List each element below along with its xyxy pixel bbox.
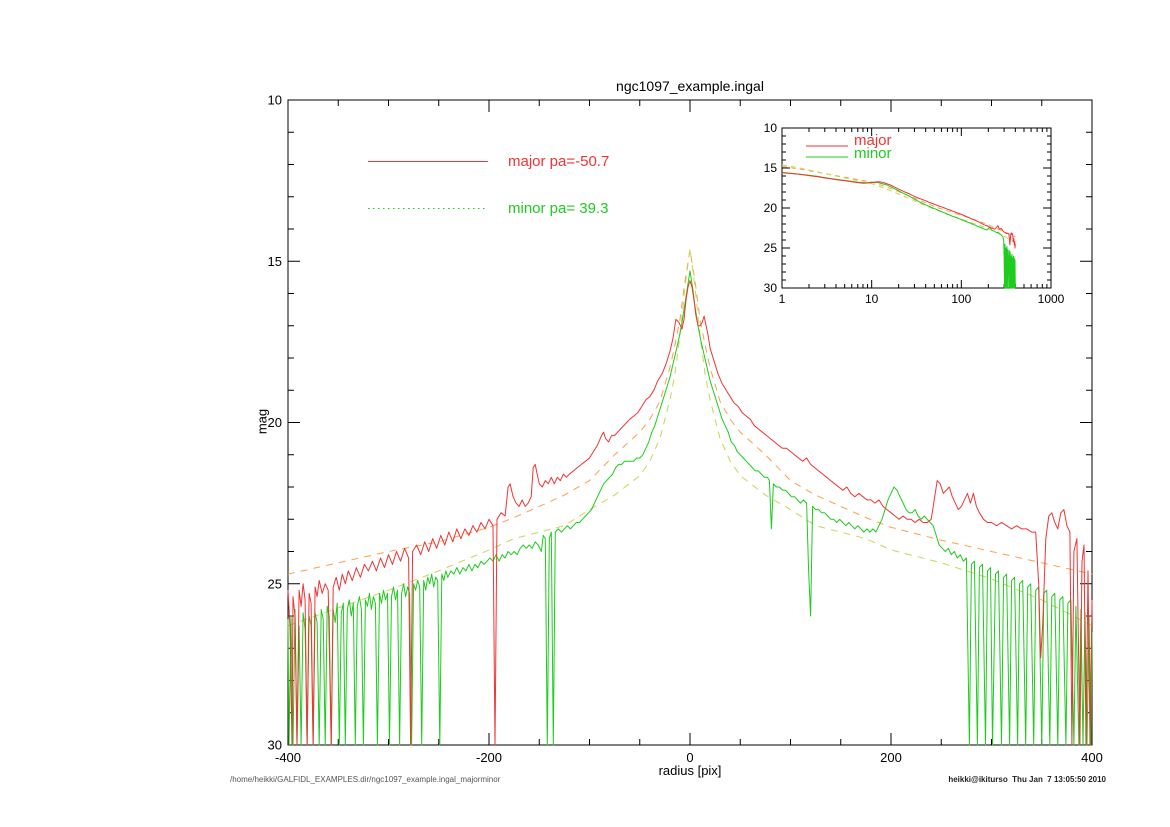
inset-y-tick-label: 10: [764, 121, 778, 135]
inset-y-tick-label: 25: [764, 241, 778, 255]
main-x-tick-label: -400: [275, 750, 301, 765]
inset-x-tick-label: 10: [865, 292, 879, 306]
inset-y-tick-label: 15: [764, 161, 778, 175]
inset-legend-label-major: major: [854, 132, 892, 149]
main-x-tick-label: -200: [476, 750, 502, 765]
main-y-tick-label: 10: [268, 93, 282, 108]
main-series-minor_model-line: [287, 247, 1093, 627]
inset-x-tick-label: 1000: [1038, 292, 1065, 306]
legend-label-major: major pa=-50.7: [508, 153, 610, 170]
main-y-tick-label: 30: [268, 738, 282, 753]
main-x-tick-label: 0: [686, 750, 693, 765]
output-file-path: /home/heikki/GALFIDL_EXAMPLES.dir/ngc109…: [230, 775, 501, 784]
inset-y-tick-label: 30: [764, 281, 778, 295]
main-series-major-line: [287, 280, 1093, 746]
main-x-tick-label: 400: [1081, 750, 1103, 765]
inset-series-minor-line: [781, 171, 1016, 289]
x-axis-label: radius [pix]: [658, 763, 722, 778]
main-series-major_model-line: [287, 249, 1093, 575]
chart-title: ngc1097_example.ingal: [616, 78, 764, 94]
main-y-tick-label: 25: [268, 576, 282, 591]
inset-legend-label-minor: minor: [854, 145, 892, 162]
y-axis-label: mag: [254, 408, 270, 435]
main-y-tick-label: 20: [268, 415, 282, 430]
main-frame: [287, 99, 1093, 746]
inset-series-major-line: [781, 172, 1016, 249]
legend-label-minor: minor pa= 39.3: [508, 200, 609, 217]
main-y-tick-label: 15: [268, 254, 282, 269]
user-host-timestamp: heikki@ikiturso Thu Jan 7 13:05:50 2010: [948, 775, 1106, 784]
inset-y-tick-label: 20: [764, 201, 778, 215]
inset-series-major_model-line: [781, 165, 1016, 238]
inset-x-tick-label: 1: [779, 292, 786, 306]
inset-x-tick-label: 100: [951, 292, 971, 306]
main-x-tick-label: 200: [880, 750, 902, 765]
main-series-minor-line: [287, 270, 1093, 746]
inset-series-minor_model-line: [781, 164, 1016, 244]
